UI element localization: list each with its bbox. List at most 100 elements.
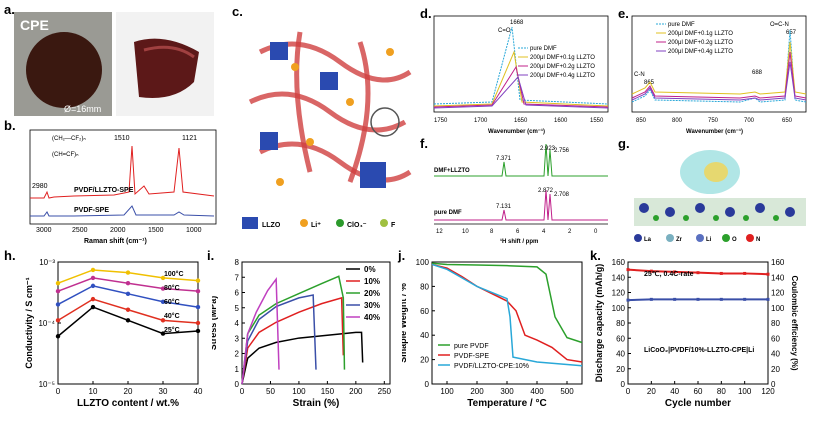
panel-e: O=C-N 657 688 C-N 865 pure DMF 200μl DMF… xyxy=(630,12,810,136)
chart-j-xtick-label: 500 xyxy=(560,387,574,396)
e-xtick-4: 650 xyxy=(782,118,793,124)
h-legend-label: 60°C xyxy=(164,298,180,306)
chart-i-ytick-label: 1 xyxy=(235,365,240,374)
chart-j-ytick-label: 20 xyxy=(420,356,429,365)
chart-h-point xyxy=(125,270,131,275)
chart-h-xlabel: LLZTO content / wt.% xyxy=(77,398,179,409)
xtick-2500: 2500 xyxy=(72,227,88,234)
d-xtick-2: 1650 xyxy=(514,118,528,124)
xtick-1000: 1000 xyxy=(186,227,202,234)
raman-chart: (CH₂—CF₂)ₙ (CH=CF)ₙ 1510 1121 2980 PVDF/… xyxy=(29,129,217,245)
chart-k-point xyxy=(766,272,770,276)
chart-j-ytick-label: 80 xyxy=(420,282,429,291)
chart-h-point xyxy=(160,318,166,323)
chart-i-series-line xyxy=(241,275,346,385)
chart-h-point xyxy=(55,281,61,286)
chart-k-ytick-label: 120 xyxy=(612,289,626,298)
e-xtick-1: 800 xyxy=(672,118,683,124)
chart-i-ytick-label: 8 xyxy=(235,258,240,267)
e-xtick-2: 750 xyxy=(708,118,719,124)
f-xtick-5: 2 xyxy=(568,229,572,235)
panel-label-f: f. xyxy=(420,136,428,151)
j-legend-label: PVDF/LLZTO-CPE:10% xyxy=(454,363,529,370)
i-legend-label: 0% xyxy=(364,265,376,274)
panel-h: 0 10 20 30 40 10⁻⁵ 10⁻⁴ 10⁻³ LLZTO content / wt.… xyxy=(14,256,208,420)
chart-k-frame xyxy=(627,261,769,385)
f-peak2-0: 7.131 xyxy=(496,204,512,210)
chart-j-series-line xyxy=(431,263,583,367)
chart-k-xtick-label: 20 xyxy=(647,387,656,396)
chart-k-y2tick-label: 40 xyxy=(771,350,780,359)
trace-llzto xyxy=(30,145,215,199)
chart-k-ylabel: Discharge capacity (mAh/g) xyxy=(594,264,604,383)
chart-h-frame xyxy=(57,261,199,385)
g-legend-la: La xyxy=(644,237,652,243)
peak-1121: 1121 xyxy=(182,135,197,142)
panel-label-b: b. xyxy=(4,118,16,133)
chart-h-xtick-label: 0 xyxy=(56,387,61,396)
f-xtick-1: 10 xyxy=(462,229,469,235)
peak-1510: 1510 xyxy=(114,135,130,142)
panel-label-k: k. xyxy=(590,248,601,263)
panel-f: DMF+LLZTO pure DMF 7.371 2.923 2.756 7.1… xyxy=(432,142,612,246)
panel-g: La Zr Li O N xyxy=(630,142,810,246)
e-xlabel: Wavenumber (cm⁻¹) xyxy=(686,128,743,135)
xtick-3000: 3000 xyxy=(36,227,52,234)
chart-k-xtick-label: 40 xyxy=(670,387,679,396)
panel-b: (CH₂—CF₂)ₙ (CH=CF)ₙ 1510 1121 2980 PVDF/… xyxy=(14,126,224,246)
chart-h-ytick-label: 10⁻⁴ xyxy=(38,319,55,328)
d-xlabel: Wavenumber (cm⁻¹) xyxy=(488,128,545,135)
panel-d: 1668 C=O pure DMF 200μl DMF+0.1g LLZTO 2… xyxy=(432,12,612,136)
raman-xlabel: Raman shift (cm⁻¹) xyxy=(84,238,147,245)
d-xtick-4: 1550 xyxy=(590,118,604,124)
h-legend-label: 25°C xyxy=(164,326,180,334)
polymer-schematic: LLZO Li⁺ ClO₄⁻ F xyxy=(242,31,412,229)
chart-k-ytick-label: 80 xyxy=(616,319,625,328)
chart-j-xtick-label: 200 xyxy=(470,387,484,396)
f-peak1-2: 2.756 xyxy=(554,148,570,154)
peak-ocn-label: O=C-N xyxy=(770,22,789,28)
struct2-label: (CH=CF)ₙ xyxy=(52,152,79,158)
i-legend-label: 10% xyxy=(364,277,380,286)
legend-llzo: LLZO xyxy=(262,222,281,229)
ftir-d-frame xyxy=(433,15,609,113)
j-legend-label: PVDF-SPE xyxy=(454,353,489,360)
cycling-chart: 0 20 40 60 80 100 1200204060801001201401600204… xyxy=(594,258,799,409)
f-trace1-label: DMF+LLZTO xyxy=(434,168,470,174)
chart-i-ytick-label: 0 xyxy=(235,380,240,389)
chart-h-point xyxy=(55,288,61,294)
chart-k-y2tick-label: 140 xyxy=(771,273,785,282)
chart-k-y2label: Coulombic efficiency (%) xyxy=(790,275,799,370)
chart-h-point xyxy=(195,304,201,310)
chart-j-xtick-label: 400 xyxy=(530,387,544,396)
chart-i-ytick-label: 5 xyxy=(235,304,240,313)
chart-h-xtick-label: 40 xyxy=(194,387,203,396)
g-legend-zr-swatch xyxy=(666,234,674,242)
j-legend-label: pure PVDF xyxy=(454,343,489,350)
g-legend-n: N xyxy=(756,237,760,243)
k-cell-label: LiCoO₂|PVDF/10%-LLZTO-CPE|Li xyxy=(644,347,754,354)
chart-h-point xyxy=(125,291,131,297)
e-trace-01 xyxy=(631,41,807,95)
chart-k-series-line xyxy=(627,298,768,302)
panel-j: 100 200 300 400 500 0 20 40 60 80 100 Temperature /… xyxy=(398,256,590,420)
f-peak1-0: 7.371 xyxy=(496,156,512,162)
ftir-e-chart: O=C-N 657 688 C-N 865 pure DMF 200μl DMF… xyxy=(631,15,807,135)
d-xtick-1: 1700 xyxy=(474,118,488,124)
chart-j-ytick-label: 0 xyxy=(425,380,430,389)
g-legend-li: Li xyxy=(706,237,712,243)
g-legend-o-swatch xyxy=(722,234,730,242)
chart-k-xtick-label: 80 xyxy=(717,387,726,396)
legend-li-swatch xyxy=(300,219,308,227)
chart-h-point xyxy=(90,283,96,289)
chart-k-ytick-label: 160 xyxy=(612,258,626,267)
stress-strain-chart: 0 50 100 150 200 250 0 1 2 3 4 5 6 7 8 Strain (%) Stress… xyxy=(208,258,392,409)
chart-i-xtick-label: 250 xyxy=(378,387,392,396)
g-legend-zr: Zr xyxy=(676,237,683,243)
peak-co-label: C=O xyxy=(498,28,511,34)
chart-h-xtick-label: 20 xyxy=(124,387,133,396)
e-legend-1: 200μl DMF+0.1g LLZTO xyxy=(668,31,733,37)
panel-k: 0 20 40 60 80 100 120 0 20 40 60 80 100 120 140 160 0 20 4… xyxy=(592,256,812,420)
ftir-d-chart: 1668 C=O pure DMF 200μl DMF+0.1g LLZTO 2… xyxy=(433,15,609,135)
chart-i-xtick-label: 150 xyxy=(321,387,335,396)
